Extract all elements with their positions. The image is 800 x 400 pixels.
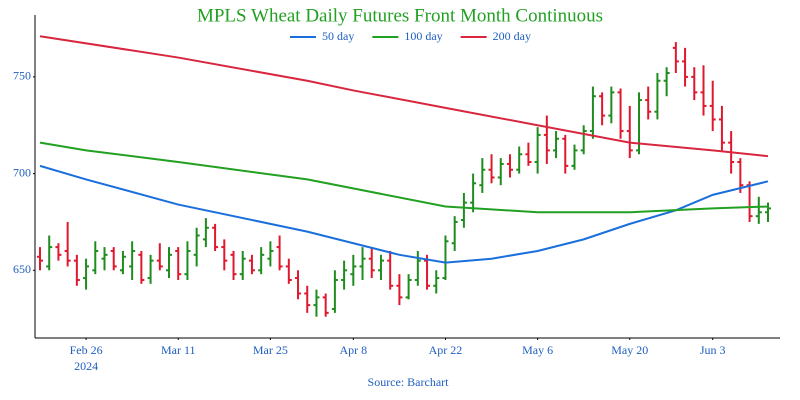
legend-label: 100 day bbox=[404, 29, 442, 43]
x-tick-label: Feb 26 bbox=[70, 343, 103, 357]
y-tick-label: 650 bbox=[13, 262, 31, 276]
chart-title: MPLS Wheat Daily Futures Front Month Con… bbox=[197, 5, 603, 26]
x-tick-label: Jun 3 bbox=[700, 343, 726, 357]
moving-average-line bbox=[39, 164, 769, 264]
x-tick-label: May 20 bbox=[611, 343, 648, 357]
legend-label: 50 day bbox=[322, 29, 354, 43]
x-tick-label: Mar 11 bbox=[161, 343, 196, 357]
y-tick-label: 750 bbox=[13, 69, 31, 83]
moving-average-line bbox=[39, 35, 769, 158]
legend-label: 200 day bbox=[493, 29, 531, 43]
x-tick-label: Apr 8 bbox=[339, 343, 367, 357]
moving-average-line bbox=[39, 141, 769, 214]
x-year-label: 2024 bbox=[74, 359, 98, 373]
y-tick-label: 700 bbox=[13, 165, 31, 179]
x-tick-label: Apr 22 bbox=[429, 343, 463, 357]
x-tick-label: May 6 bbox=[522, 343, 553, 357]
x-tick-label: Mar 25 bbox=[253, 343, 288, 357]
source-note: Source: Barchart bbox=[368, 375, 450, 389]
